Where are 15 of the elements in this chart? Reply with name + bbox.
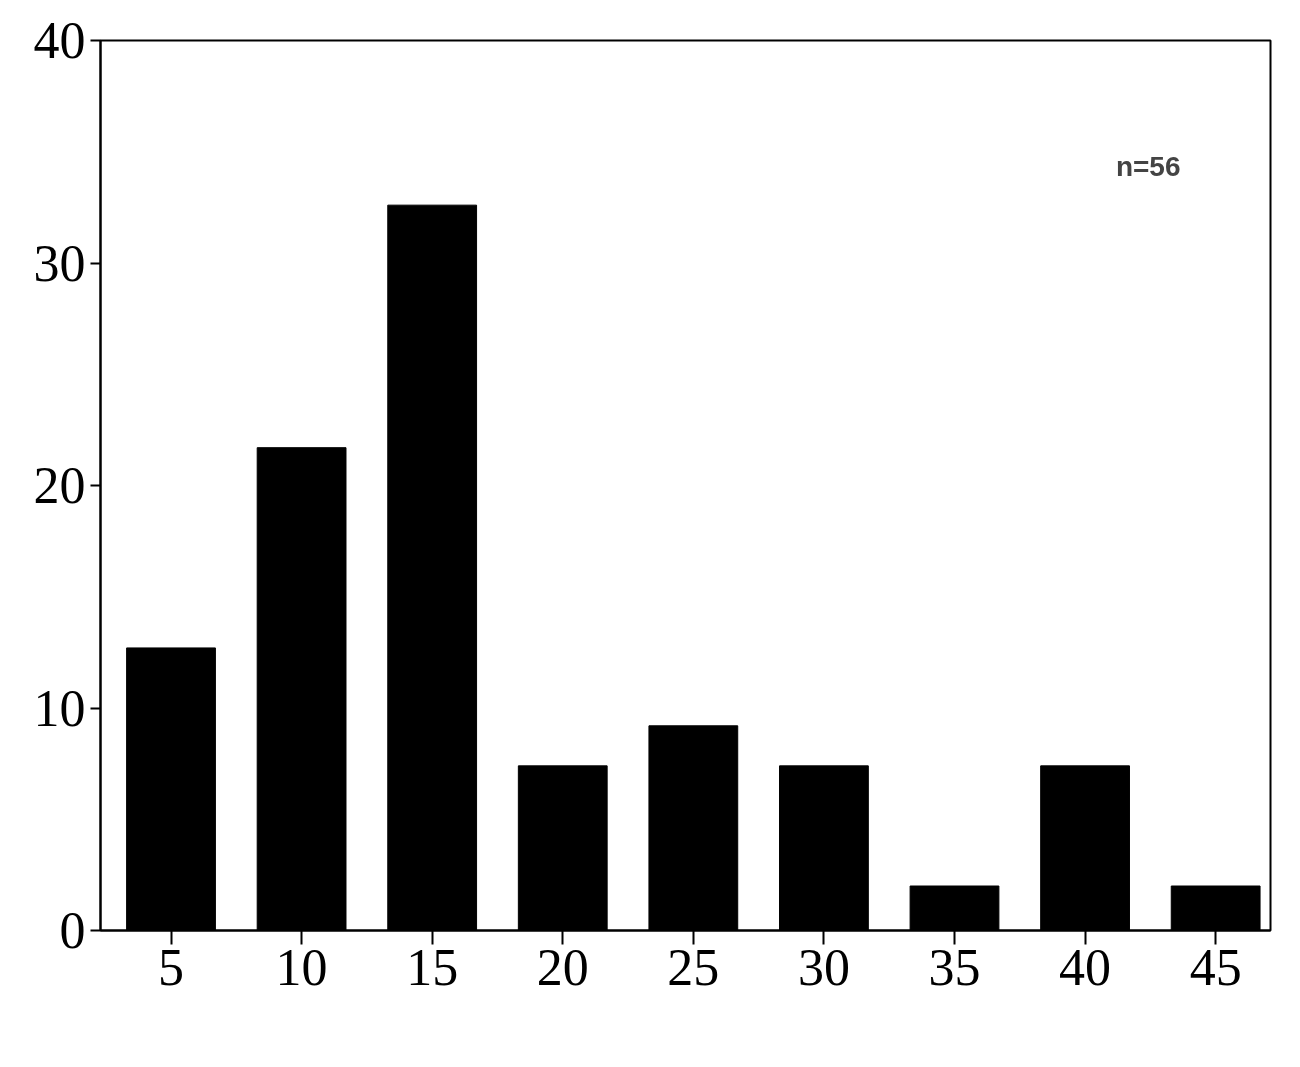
x-tick-label: 30 <box>797 938 850 996</box>
x-tick-label: 10 <box>275 938 328 996</box>
x-tick-label: 45 <box>1189 938 1242 996</box>
annotation: n=56 <box>1115 150 1181 182</box>
y-tick-label: 10 <box>33 679 86 737</box>
x-tick-label: 35 <box>928 938 981 996</box>
y-tick-label: 0 <box>59 902 86 959</box>
y-tick-label: 20 <box>33 457 86 514</box>
x-tick-label: 5 <box>158 938 185 996</box>
x-tick-label: 15 <box>406 938 459 996</box>
y-tick-label: 30 <box>33 234 86 292</box>
y-tick-label: 40 <box>33 12 86 69</box>
x-tick-label: 40 <box>1059 938 1112 996</box>
x-tick-label: 20 <box>536 938 589 996</box>
x-tick-label: 25 <box>667 938 720 996</box>
